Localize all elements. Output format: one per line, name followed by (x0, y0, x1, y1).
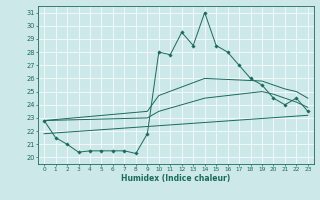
X-axis label: Humidex (Indice chaleur): Humidex (Indice chaleur) (121, 174, 231, 183)
